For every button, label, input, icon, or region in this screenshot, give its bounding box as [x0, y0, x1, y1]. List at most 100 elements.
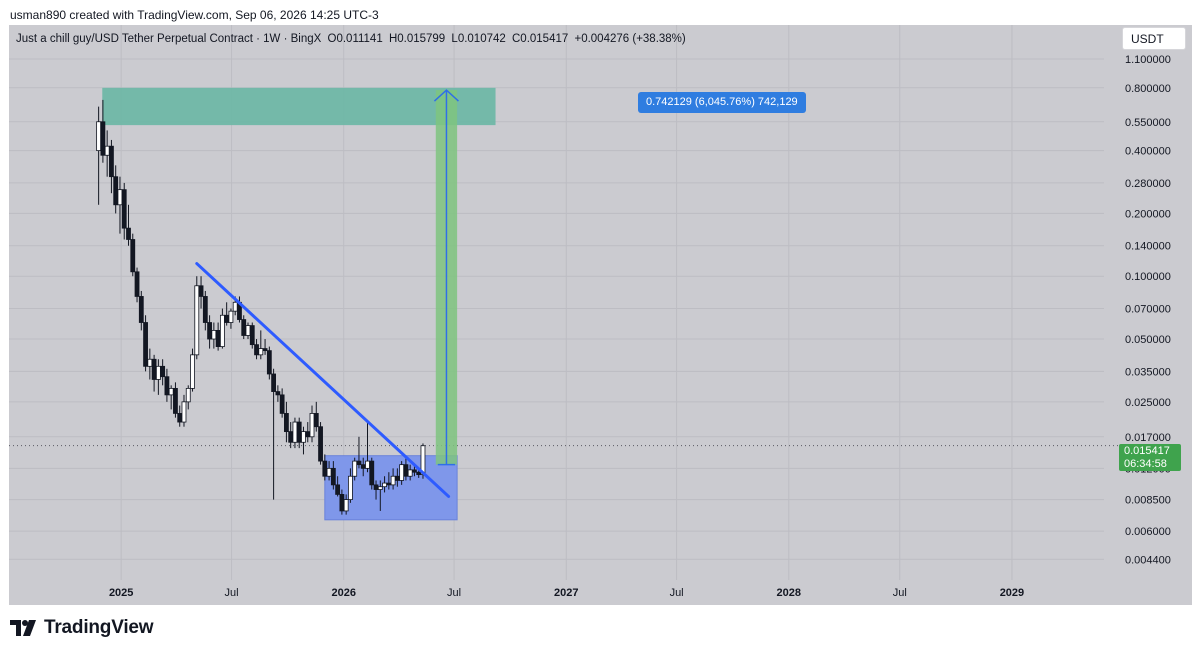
candle-body [356, 460, 362, 466]
y-tick-label: 0.025000 [1125, 397, 1171, 409]
trendline [195, 262, 451, 498]
candle-body [343, 499, 349, 512]
candle-body [249, 325, 255, 346]
x-tick-label: Jul [893, 587, 907, 599]
ohlc-low: L0.010742 [451, 33, 506, 45]
symbol-name: Just a chill guy/USD Tether Perpetual Co… [16, 33, 322, 45]
currency-selector[interactable]: USDT [1122, 27, 1186, 50]
y-tick-label: 0.800000 [1125, 83, 1171, 95]
y-tick-label: 0.008500 [1125, 495, 1171, 507]
candle-body [275, 391, 281, 396]
candle-body [322, 460, 328, 477]
x-tick-label: Jul [447, 587, 461, 599]
candle-body [296, 421, 302, 443]
candle-body [96, 121, 102, 152]
candle-countdown: 06:34:58 [1124, 458, 1167, 470]
y-tick-label: 0.140000 [1125, 241, 1171, 253]
ohlc-high: H0.015799 [388, 33, 446, 45]
y-tick-label: 0.400000 [1125, 146, 1171, 158]
candle-body [134, 271, 140, 297]
y-tick-label: 0.070000 [1125, 304, 1171, 316]
candle-body [198, 285, 204, 297]
candle-body [262, 348, 268, 352]
candle-body [305, 431, 311, 438]
ohlc-open: O0.011141 [327, 33, 383, 45]
x-tick-label: Jul [670, 587, 684, 599]
candle-body [232, 301, 238, 312]
candle-body [241, 319, 247, 336]
candle-body [386, 482, 392, 486]
candle-body [313, 413, 319, 428]
price-chart[interactable]: 1.100000 0.800000 0.550000 0.400000 0.280000… [9, 25, 1192, 605]
x-tick-label: 2028 [777, 587, 801, 599]
candle-body [369, 460, 375, 486]
chart-area[interactable]: 1.100000 0.800000 0.550000 0.400000 0.280000… [9, 25, 1192, 605]
candle-body [104, 145, 110, 156]
candle-body [109, 145, 114, 178]
candle-body [352, 460, 358, 477]
candle-body [301, 431, 306, 443]
y-tick-label: 0.017000 [1125, 432, 1171, 444]
candle-body [190, 354, 195, 389]
candle-body [185, 387, 191, 403]
candle-body [147, 358, 153, 367]
candle-body [403, 464, 409, 477]
candle-body [138, 296, 144, 323]
y-tick-label: 0.200000 [1125, 208, 1171, 220]
candle-body [194, 285, 200, 356]
last-price-value: 0.015417 [1124, 445, 1170, 457]
candle-body [224, 314, 230, 323]
x-tick-label: 2026 [331, 587, 355, 599]
candle-body [155, 365, 161, 380]
drawing-zones [102, 87, 496, 521]
candle-body [130, 239, 136, 273]
candle-body [177, 413, 183, 423]
candle-body [279, 394, 285, 414]
x-tick-label: 2027 [554, 587, 578, 599]
candle-body [245, 325, 251, 336]
candle-body [416, 471, 422, 476]
candle-body [407, 469, 413, 477]
candle-body [219, 314, 225, 347]
candle-body [100, 121, 106, 156]
candle-body [318, 426, 323, 462]
candle-body [151, 358, 157, 380]
y-tick-label: 0.050000 [1125, 334, 1171, 346]
candle-body [168, 387, 174, 396]
candle-body [360, 464, 366, 469]
chart-credit: usman890 created with TradingView.com, S… [10, 8, 379, 22]
candle-body [382, 482, 387, 488]
candle-body [412, 469, 417, 473]
candle-body [126, 227, 131, 240]
candle-body [348, 475, 353, 500]
candle-body [266, 350, 272, 375]
candle-body [309, 413, 315, 438]
candles [96, 99, 426, 515]
y-tick-label: 0.100000 [1125, 271, 1171, 283]
candle-body [117, 189, 123, 206]
x-tick-label: 2025 [109, 587, 133, 599]
candle-body [335, 484, 341, 495]
y-tick-label: 0.550000 [1125, 117, 1171, 129]
ohlc-change: +0.004276 (+38.38%) [574, 33, 686, 45]
candle-body [390, 475, 396, 486]
y-tick-label: 0.035000 [1125, 366, 1171, 378]
candle-body [377, 486, 383, 490]
measure-label: 0.742129 (6,045.76%) 742,129 [638, 92, 806, 113]
candle-body [113, 176, 119, 206]
drawings [195, 89, 459, 498]
candle-body [394, 475, 400, 481]
candle-body [181, 401, 187, 423]
target-zone [102, 87, 496, 126]
candle-body [215, 330, 221, 347]
candle-body [271, 373, 277, 392]
candle-body [143, 322, 148, 367]
candle-body [288, 431, 294, 443]
measure-arrow-head [433, 89, 459, 102]
tradingview-logo-icon [10, 620, 36, 636]
candle-body [292, 421, 298, 443]
tradingview-logo: TradingView [10, 617, 154, 639]
candle-body [211, 330, 217, 340]
candle-body [330, 467, 336, 486]
candle-body [228, 310, 234, 323]
